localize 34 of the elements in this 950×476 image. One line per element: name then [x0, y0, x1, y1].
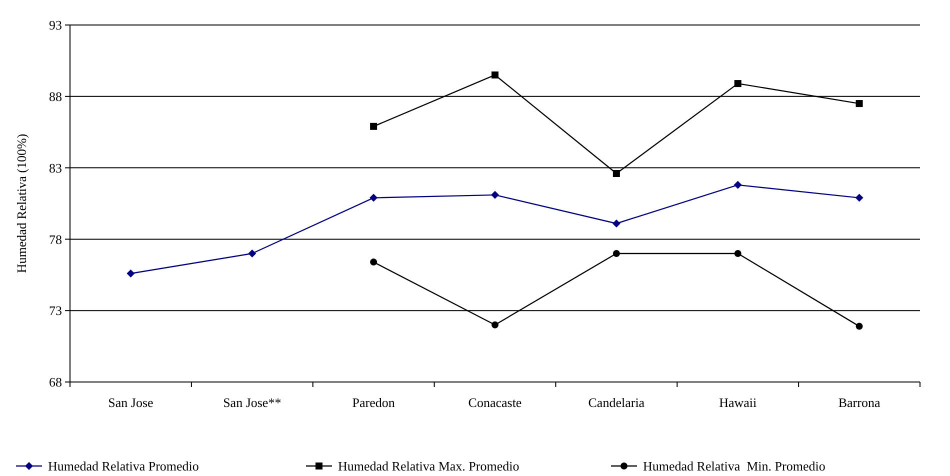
- y-tick-label: 83: [49, 160, 62, 176]
- point: [370, 258, 378, 266]
- point: [126, 269, 135, 278]
- y-axis-title: Humedad Relativa (100%): [14, 134, 29, 274]
- y-tick-label: 93: [49, 18, 62, 33]
- y-tick-label: 73: [49, 303, 62, 318]
- legend-label: Humedad Relativa Max. Promedio: [338, 458, 520, 474]
- x-tick-label: San Jose: [108, 395, 154, 410]
- point: [734, 250, 742, 257]
- point: [248, 249, 256, 258]
- point: [734, 80, 742, 88]
- x-tick-label: Paredon: [352, 395, 396, 410]
- x-tick-label: Candelaria: [588, 395, 645, 410]
- point: [612, 170, 620, 178]
- point: [492, 71, 498, 78]
- y-tick-label: 88: [49, 88, 62, 104]
- point: [370, 194, 378, 202]
- y-tick-label: 68: [49, 374, 62, 390]
- x-tick-label: San Jose**: [223, 395, 282, 410]
- legend-label: Humedad Relativa Min. Promedio: [643, 458, 826, 474]
- legend-label: Humedad Relativa Promedio: [48, 458, 199, 474]
- x-tick-label: Barrona: [838, 395, 880, 410]
- point: [856, 322, 863, 330]
- x-tick-label: Hawaii: [719, 395, 758, 410]
- point: [370, 122, 378, 130]
- point: [734, 180, 742, 189]
- y-tick-label: 78: [49, 232, 62, 247]
- point: [612, 250, 620, 257]
- point: [491, 190, 499, 199]
- point: [492, 321, 498, 328]
- point: [612, 219, 620, 228]
- x-tick-label: Conacaste: [468, 395, 522, 410]
- point: [855, 194, 864, 202]
- point: [856, 100, 863, 108]
